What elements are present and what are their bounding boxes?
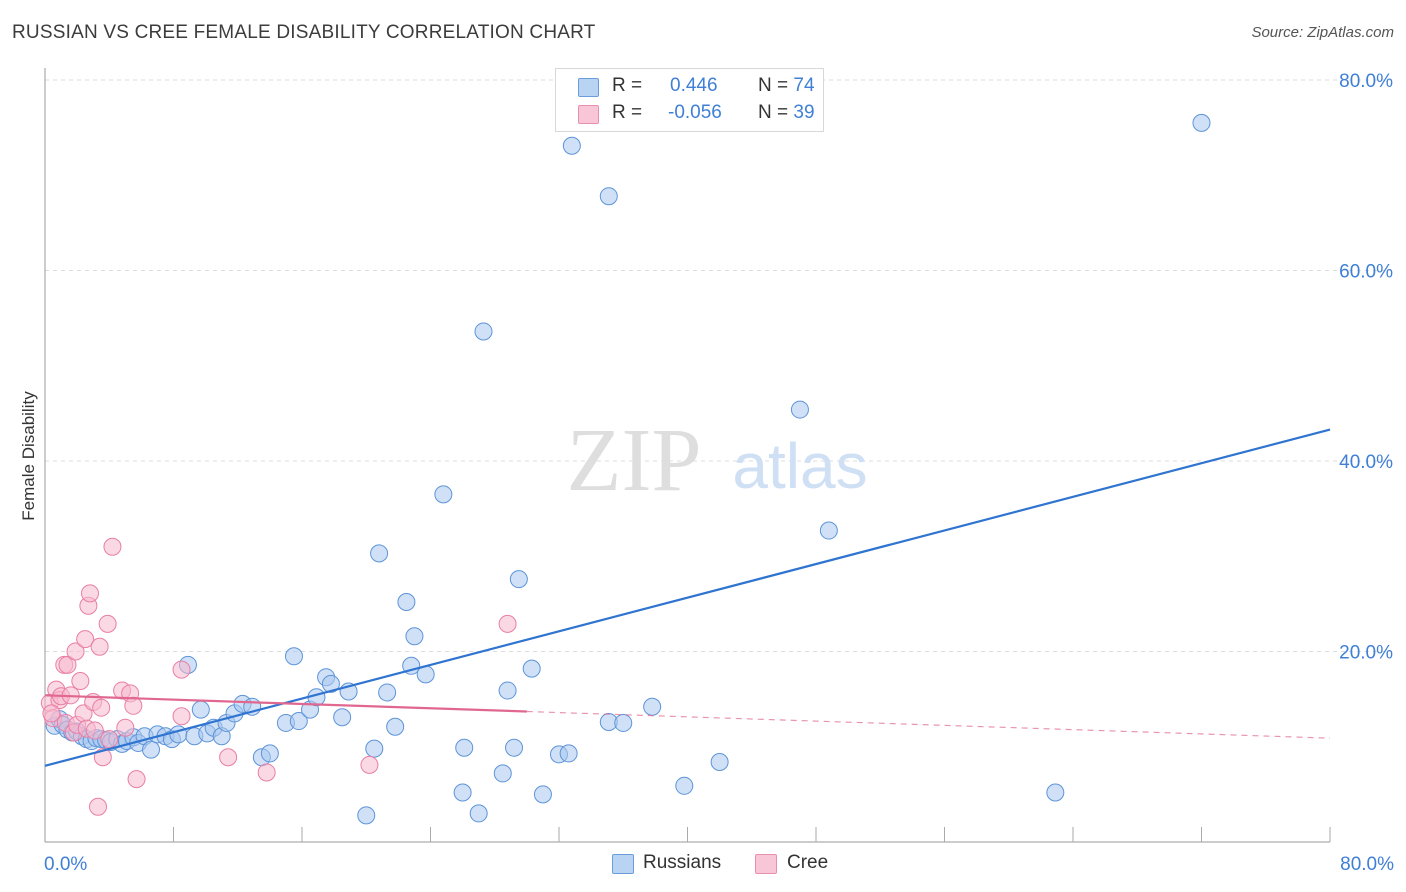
cree-point (58, 655, 77, 674)
russians-point (455, 738, 474, 757)
y-tick-label: 60.0% (1339, 262, 1393, 283)
russians-point (191, 700, 210, 719)
russians-point (790, 400, 809, 419)
cree-point (498, 614, 517, 633)
y-tick-label: 20.0% (1339, 643, 1393, 664)
russians-r-label: R = (612, 75, 643, 96)
cree-point (89, 797, 108, 816)
cree-r-value: -0.056 (668, 102, 722, 123)
cree-point (80, 584, 99, 603)
russians-point (370, 544, 389, 563)
russians-swatch (578, 78, 599, 97)
russians-r-value: 0.446 (670, 75, 718, 96)
cree-point (76, 630, 95, 649)
russians-legend-swatch (612, 854, 634, 874)
russians-point (562, 136, 581, 155)
russians-n-value: 74 (793, 75, 815, 96)
cree-point (66, 642, 85, 661)
cree-n-value: 39 (793, 102, 815, 123)
cree-point (100, 730, 119, 749)
cree-point (92, 698, 111, 717)
cree-point (116, 718, 135, 737)
russians-point (559, 744, 578, 763)
cree-point (103, 537, 122, 556)
russians-point (819, 521, 838, 540)
cree-trend-line-extension (526, 710, 1331, 739)
russians-point (405, 627, 424, 646)
gridlines (45, 79, 1392, 652)
y-tick-label: 80.0% (1339, 71, 1393, 92)
russians-point (614, 713, 633, 732)
russians-point (710, 752, 729, 771)
russians-n-label: N = 74 (758, 75, 815, 97)
russians-trend-line (44, 428, 1331, 767)
russians-point (522, 659, 541, 678)
cree-point (93, 748, 112, 767)
cree-point (127, 770, 146, 789)
chart-title: RUSSIAN VS CREE FEMALE DISABILITY CORREL… (12, 22, 596, 43)
cree-r-label: R = (612, 102, 643, 123)
russians-point (365, 739, 384, 758)
russians-point (474, 322, 493, 341)
russians-point (321, 674, 340, 693)
russians-point (599, 187, 618, 206)
cree-point (85, 721, 104, 740)
cree-legend-swatch (755, 854, 777, 874)
x-ticks (173, 827, 1331, 842)
russians-point (284, 647, 303, 666)
russians-point (453, 783, 472, 802)
cree-point (360, 755, 379, 774)
russians-point (509, 570, 528, 589)
russians-point (397, 592, 416, 611)
source-label: Source: ZipAtlas.com (1251, 24, 1394, 41)
series-cree-points (40, 537, 517, 816)
watermark-zip: ZIP (567, 411, 702, 510)
russians-point (493, 764, 512, 783)
correlation-legend: R = 0.446 N = 74 R = -0.056 N = 39 (555, 68, 824, 132)
russians-point (333, 708, 352, 727)
cree-point (124, 696, 143, 715)
cree-point (219, 748, 238, 767)
russians-point (142, 740, 161, 759)
russians-point (386, 717, 405, 736)
russians-n-text: N = (758, 75, 789, 96)
y-axis-label: Female Disability (19, 391, 38, 521)
russians-point (434, 485, 453, 504)
cree-point (98, 614, 117, 633)
cree-swatch (578, 105, 599, 124)
cree-trend-line (44, 694, 527, 713)
russians-point (643, 697, 662, 716)
cree-n-text: N = (758, 102, 789, 123)
y-tick-label: 40.0% (1339, 452, 1393, 473)
russians-point (505, 738, 524, 757)
trend-lines (44, 428, 1331, 767)
russians-point (1192, 113, 1211, 132)
cree-point (71, 672, 90, 691)
russians-point (289, 712, 308, 731)
russians-point (675, 776, 694, 795)
cree-point (257, 763, 276, 782)
russians-point (1046, 783, 1065, 802)
cree-point (172, 707, 191, 726)
y-tick-labels: 20.0% 40.0% 60.0% 80.0% (1339, 71, 1393, 664)
russians-point (357, 806, 376, 825)
russians-point (378, 683, 397, 702)
russians-point (533, 785, 552, 804)
cree-point (42, 704, 61, 723)
watermark-atlas: atlas (732, 430, 867, 502)
russians-point (469, 804, 488, 823)
cree-n-label: N = 39 (758, 102, 815, 124)
x-tick-label-min: 0.0% (44, 854, 87, 875)
cree-point (90, 637, 109, 656)
x-tick-label-max: 80.0% (1340, 854, 1394, 875)
cree-legend-label: Cree (787, 852, 829, 873)
russians-legend-label: Russians (643, 852, 722, 873)
russians-point (260, 744, 279, 763)
russians-point (498, 681, 517, 700)
cree-point (172, 660, 191, 679)
